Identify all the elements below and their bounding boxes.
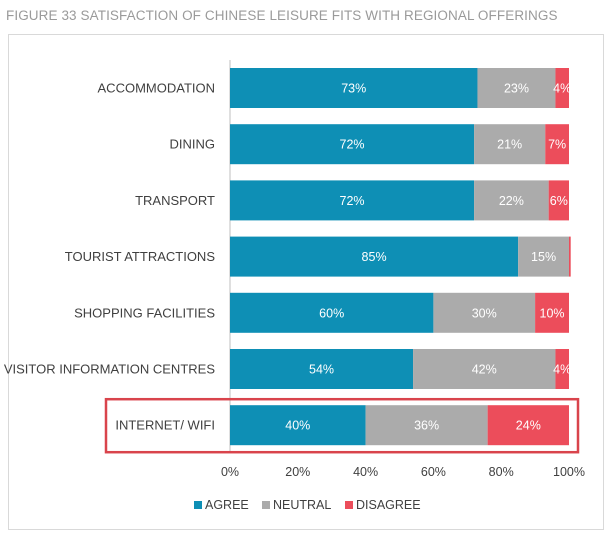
- bar-segment: [487, 405, 569, 446]
- chart-frame: [8, 34, 604, 530]
- data-label: 6%: [550, 194, 568, 208]
- category-label: ACCOMMODATION: [98, 81, 215, 96]
- bar-segment: [477, 68, 556, 108]
- x-tick-label: 0%: [221, 465, 239, 479]
- legend-swatch: [262, 501, 270, 509]
- highlight-box: [104, 397, 580, 454]
- legend-label: DISAGREE: [356, 498, 421, 512]
- legend-swatch: [194, 501, 202, 509]
- data-label: 30%: [472, 306, 497, 320]
- bar-segment: [230, 68, 478, 108]
- bar-segment: [555, 68, 569, 108]
- bar-segment: [545, 124, 569, 165]
- data-label: 15%: [531, 250, 556, 264]
- data-label: 22%: [499, 194, 524, 208]
- x-tick-label: 100%: [553, 465, 585, 479]
- bar-segment: [413, 349, 556, 389]
- category-label: TRANSPORT: [135, 193, 215, 208]
- category-label: SHOPPING FACILITIES: [74, 305, 215, 320]
- legend-label: NEUTRAL: [273, 498, 331, 512]
- figure-title: FIGURE 33 SATISFACTION OF CHINESE LEISUR…: [6, 8, 558, 23]
- x-tick-label: 60%: [421, 465, 446, 479]
- data-label: 60%: [319, 306, 344, 320]
- bar-segment: [230, 292, 434, 333]
- data-label: 24%: [516, 419, 541, 433]
- category-label: TOURIST ATTRACTIONS: [65, 249, 216, 264]
- category-label: VISITOR INFORMATION CENTRES: [4, 362, 215, 377]
- bar-segment: [474, 180, 549, 221]
- category-label: DINING: [170, 137, 216, 152]
- bar-segment: [230, 180, 475, 221]
- data-label: 72%: [340, 138, 365, 152]
- category-label: INTERNET/ WIFI: [115, 418, 215, 433]
- data-label: 72%: [340, 194, 365, 208]
- data-label: 4%: [553, 82, 571, 96]
- bar-segment: [535, 292, 569, 333]
- x-tick-label: 80%: [489, 465, 514, 479]
- data-label: 40%: [285, 419, 310, 433]
- legend-label: AGREE: [205, 498, 249, 512]
- bar-segment: [474, 124, 546, 165]
- data-label: 42%: [472, 363, 497, 377]
- data-label: 73%: [341, 82, 366, 96]
- data-label: 7%: [548, 138, 566, 152]
- bar-segment: [230, 349, 414, 389]
- data-label: 85%: [362, 250, 387, 264]
- data-label: 23%: [504, 82, 529, 96]
- bar-segment: [555, 349, 569, 389]
- x-tick-label: 40%: [353, 465, 378, 479]
- bar-segment: [365, 405, 488, 446]
- data-label: 21%: [497, 138, 522, 152]
- data-label: 36%: [414, 419, 439, 433]
- bar-segment: [433, 292, 536, 333]
- data-label: 4%: [553, 363, 571, 377]
- bar-segment: [518, 236, 569, 277]
- bar-segment: [230, 405, 366, 446]
- data-label: 54%: [309, 363, 334, 377]
- bar-segment: [569, 236, 571, 277]
- x-tick-label: 20%: [285, 465, 310, 479]
- data-label: 10%: [540, 306, 565, 320]
- bar-segment: [230, 124, 475, 165]
- legend-swatch: [345, 501, 353, 509]
- bar-segment: [548, 180, 569, 221]
- bar-segment: [230, 236, 519, 277]
